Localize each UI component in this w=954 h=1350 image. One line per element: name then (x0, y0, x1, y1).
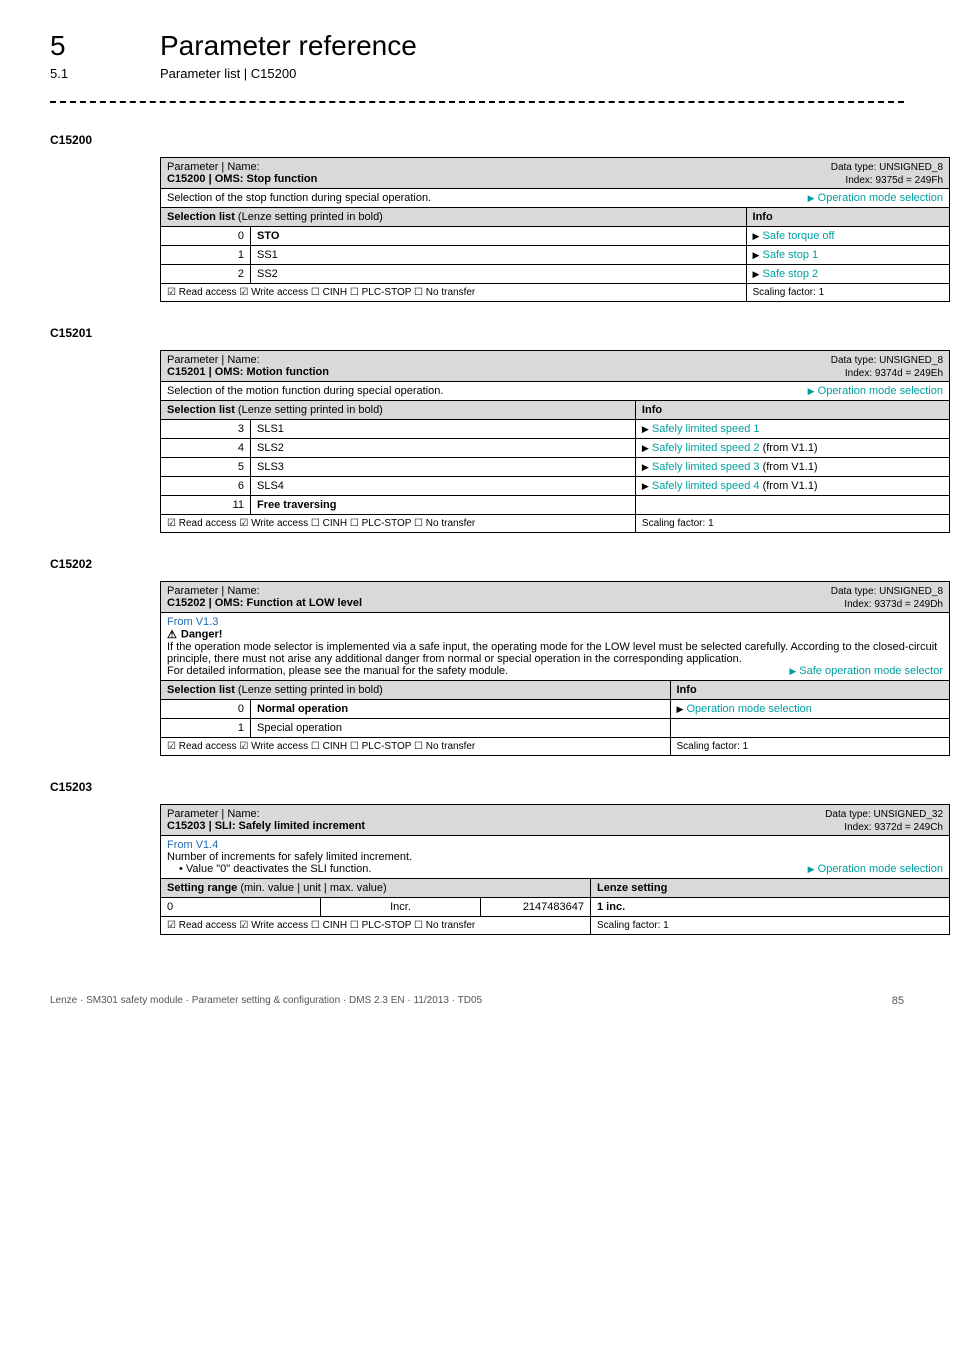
section-title: Parameter list | C15200 (160, 66, 296, 81)
default-val: 1 inc. (591, 898, 950, 917)
selection-list-header: Selection list (167, 684, 238, 696)
lenze-setting-header: Lenze setting (591, 879, 950, 898)
row-num: 0 (161, 227, 251, 246)
selection-list-header: Selection list (167, 211, 238, 223)
param-header-label: Parameter | Name: (167, 585, 943, 597)
table-c15200: Parameter | Name: C15200 | OMS: Stop fun… (160, 157, 950, 302)
link-sls2[interactable]: ▶ Safely limited speed 2 (from V1.1) (635, 439, 949, 458)
param-header-name: C15200 | OMS: Stop function (167, 173, 943, 185)
param-header-name: C15202 | OMS: Function at LOW level (167, 597, 943, 609)
param-header-label: Parameter | Name: (167, 161, 943, 173)
param-id-c15201: C15201 (50, 326, 904, 340)
link-sls1[interactable]: ▶ Safely limited speed 1 (635, 420, 949, 439)
link-safe-operation[interactable]: ▶ Safe operation mode selector (789, 665, 943, 677)
row-num: 6 (161, 477, 251, 496)
link-sls3[interactable]: ▶ Safely limited speed 3 (from V1.1) (635, 458, 949, 477)
index: Index: 9372d = 249Ch (825, 821, 943, 834)
row-num: 1 (161, 246, 251, 265)
description: Selection of the motion function during … (167, 385, 443, 397)
link-sls4[interactable]: ▶ Safely limited speed 4 (from V1.1) (635, 477, 949, 496)
selection-list-header: Selection list (167, 404, 238, 416)
param-header-name: C15201 | OMS: Motion function (167, 366, 943, 378)
from-version: From V1.3 (167, 616, 943, 628)
from-version: From V1.4 (167, 839, 943, 851)
row-info (670, 719, 950, 738)
access-flags: ☑ Read access ☑ Write access ☐ CINH ☐ PL… (161, 738, 671, 756)
table-c15201: Parameter | Name: C15201 | OMS: Motion f… (160, 350, 950, 533)
unit: Incr. (321, 898, 481, 917)
row-val: Normal operation (251, 700, 671, 719)
param-id-c15203: C15203 (50, 780, 904, 794)
row-num: 5 (161, 458, 251, 477)
row-val: SLS2 (251, 439, 636, 458)
row-val: SLS1 (251, 420, 636, 439)
row-num: 3 (161, 420, 251, 439)
data-type: Data type: UNSIGNED_8 (831, 585, 943, 598)
table-c15203: Parameter | Name: C15203 | SLI: Safely l… (160, 804, 950, 935)
row-val: SS2 (251, 265, 747, 284)
chapter-title: Parameter reference (160, 30, 417, 62)
row-num: 4 (161, 439, 251, 458)
divider (50, 101, 904, 103)
setting-range-header: Setting range (167, 882, 240, 894)
index: Index: 9373d = 249Dh (831, 598, 943, 611)
access-flags: ☑ Read access ☑ Write access ☐ CINH ☐ PL… (161, 515, 636, 533)
danger-text: If the operation mode selector is implem… (167, 641, 943, 665)
scaling: Scaling factor: 1 (746, 284, 949, 302)
info-header: Info (746, 208, 949, 227)
scaling: Scaling factor: 1 (591, 917, 950, 935)
info-header: Info (635, 401, 949, 420)
row-val: SLS4 (251, 477, 636, 496)
min-val: 0 (161, 898, 321, 917)
section-number: 5.1 (50, 66, 120, 81)
page-number: 85 (892, 995, 904, 1007)
link-safe-stop-2[interactable]: ▶ Safe stop 2 (746, 265, 949, 284)
link-operation-mode[interactable]: ▶ Operation mode selection (808, 192, 943, 204)
scaling: Scaling factor: 1 (670, 738, 950, 756)
row-val: Free traversing (251, 496, 636, 515)
row-val: SS1 (251, 246, 747, 265)
description: Selection of the stop function during sp… (167, 192, 431, 204)
data-type: Data type: UNSIGNED_8 (831, 161, 943, 174)
row-num: 0 (161, 700, 251, 719)
max-val: 2147483647 (481, 898, 591, 917)
desc-1: Number of increments for safely limited … (167, 851, 943, 863)
link-operation-mode[interactable]: ▶ Operation mode selection (808, 385, 943, 397)
param-header-label: Parameter | Name: (167, 354, 943, 366)
data-type: Data type: UNSIGNED_8 (831, 354, 943, 367)
link-op-mode[interactable]: ▶ Operation mode selection (670, 700, 950, 719)
row-num: 11 (161, 496, 251, 515)
info-header: Info (670, 681, 950, 700)
row-val: SLS3 (251, 458, 636, 477)
danger-label: ⚠Danger! (167, 628, 943, 641)
param-id-c15200: C15200 (50, 133, 904, 147)
access-flags: ☑ Read access ☑ Write access ☐ CINH ☐ PL… (161, 917, 591, 935)
data-type: Data type: UNSIGNED_32 (825, 808, 943, 821)
access-flags: ☑ Read access ☑ Write access ☐ CINH ☐ PL… (161, 284, 747, 302)
row-num: 1 (161, 719, 251, 738)
row-num: 2 (161, 265, 251, 284)
index: Index: 9375d = 249Fh (831, 174, 943, 187)
chapter-number: 5 (50, 30, 120, 62)
index: Index: 9374d = 249Eh (831, 367, 943, 380)
row-info (635, 496, 949, 515)
footer-text: Lenze · SM301 safety module · Parameter … (50, 995, 482, 1007)
row-val: STO (251, 227, 747, 246)
link-operation-mode[interactable]: ▶ Operation mode selection (808, 863, 943, 875)
scaling: Scaling factor: 1 (635, 515, 949, 533)
link-safe-stop-1[interactable]: ▶ Safe stop 1 (746, 246, 949, 265)
table-c15202: Parameter | Name: C15202 | OMS: Function… (160, 581, 950, 756)
link-safe-torque[interactable]: ▶ Safe torque off (746, 227, 949, 246)
param-id-c15202: C15202 (50, 557, 904, 571)
row-val: Special operation (251, 719, 671, 738)
